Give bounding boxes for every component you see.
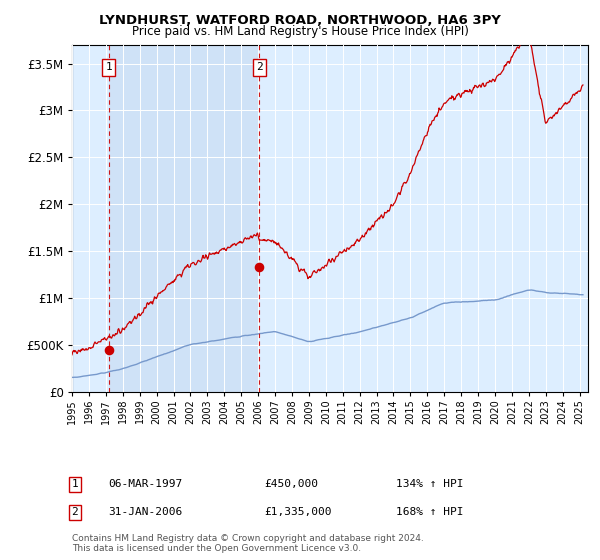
Text: 2: 2 (256, 62, 263, 72)
Text: 168% ↑ HPI: 168% ↑ HPI (396, 507, 464, 517)
Text: This data is licensed under the Open Government Licence v3.0.: This data is licensed under the Open Gov… (72, 544, 361, 553)
Text: £1,335,000: £1,335,000 (264, 507, 331, 517)
Text: 31-JAN-2006: 31-JAN-2006 (108, 507, 182, 517)
Text: £450,000: £450,000 (264, 479, 318, 489)
Text: 134% ↑ HPI: 134% ↑ HPI (396, 479, 464, 489)
Point (104, 346, 113, 354)
Text: LYNDHURST, WATFORD ROAD, NORTHWOOD, HA6 3PY: LYNDHURST, WATFORD ROAD, NORTHWOOD, HA6 … (99, 14, 501, 27)
Point (254, 262, 264, 271)
Bar (109, 45, 259, 392)
Text: Contains HM Land Registry data © Crown copyright and database right 2024.: Contains HM Land Registry data © Crown c… (72, 534, 424, 543)
Text: 1: 1 (106, 62, 112, 72)
Text: Price paid vs. HM Land Registry's House Price Index (HPI): Price paid vs. HM Land Registry's House … (131, 25, 469, 38)
Text: 06-MAR-1997: 06-MAR-1997 (108, 479, 182, 489)
Text: 2: 2 (71, 507, 79, 517)
Text: 1: 1 (71, 479, 79, 489)
